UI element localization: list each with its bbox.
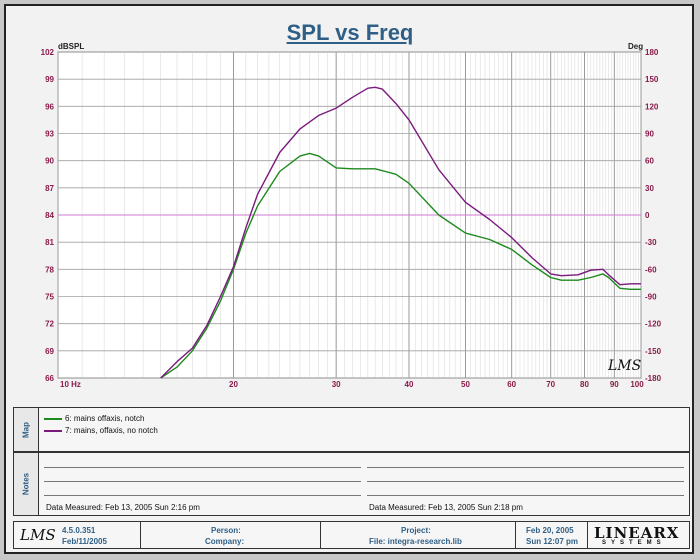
y-axis-right-label: Deg bbox=[628, 42, 643, 51]
linearx-logo: LINEARX bbox=[594, 524, 680, 542]
project-label: Project: bbox=[401, 526, 431, 535]
y-tick-label-right: -120 bbox=[645, 320, 662, 329]
footer-brand-cell: LINEARX SYSTEMS bbox=[588, 522, 689, 548]
x-tick-label: 60 bbox=[507, 380, 516, 389]
y-tick-label-left: 75 bbox=[45, 293, 54, 302]
note-line bbox=[44, 481, 361, 482]
footer-bar: LMS 4.5.0.351 Feb/11/2005 Person: Compan… bbox=[13, 521, 690, 549]
y-tick-label-right: 180 bbox=[645, 48, 659, 57]
version-date: Feb/11/2005 bbox=[62, 537, 107, 546]
map-panel: Map 6: mains offaxis, notch 7: mains, of… bbox=[13, 407, 690, 452]
legend-item-1: 6: mains offaxis, notch bbox=[44, 414, 144, 423]
legend-swatch-2 bbox=[44, 429, 62, 432]
footer-project-cell: Project: File: integra-research.lib bbox=[321, 522, 516, 548]
y-tick-label-left: 66 bbox=[45, 374, 54, 383]
series-line-2 bbox=[160, 86, 641, 379]
y-tick-label-left: 93 bbox=[45, 130, 54, 139]
note-line bbox=[44, 467, 361, 468]
notes-tab: Notes bbox=[14, 453, 39, 515]
series-line-1 bbox=[160, 152, 641, 379]
note-line bbox=[367, 495, 684, 496]
y-tick-label-right: -180 bbox=[645, 374, 662, 383]
y-tick-label-right: -90 bbox=[645, 293, 657, 302]
footer-version-cell: LMS 4.5.0.351 Feb/11/2005 bbox=[14, 522, 141, 548]
footer-date-cell: Feb 20, 2005 Sun 12:07 pm bbox=[516, 522, 588, 548]
notes-panel: Notes Data Measured: Feb 13, 2005 Sun 2:… bbox=[13, 452, 690, 516]
chart-title: SPL vs Freq bbox=[286, 20, 414, 45]
note-line bbox=[367, 481, 684, 482]
lms-annotation: LMS bbox=[607, 358, 641, 374]
y-tick-label-right: 90 bbox=[645, 130, 654, 139]
y-tick-label-left: 72 bbox=[45, 320, 54, 329]
person-label: Person: bbox=[211, 526, 241, 535]
y-tick-label-left: 87 bbox=[45, 184, 54, 193]
legend-label-2: 7: mains, offaxis, no notch bbox=[65, 426, 158, 435]
footer-date: Feb 20, 2005 bbox=[526, 526, 574, 535]
map-tab-label: Map bbox=[21, 421, 31, 438]
chart-svg: 10 Hz 20 30 40 50 60 70 80 90 100 102 99 96 93 90 87 84 8… bbox=[41, 42, 662, 389]
footer-person-cell: Person: Company: bbox=[141, 522, 321, 548]
version-number: 4.5.0.351 bbox=[62, 526, 96, 535]
y-axis-left-label: dBSPL bbox=[58, 42, 84, 51]
x-tick-label: 20 bbox=[229, 380, 238, 389]
x-tick-label: 100 bbox=[630, 380, 644, 389]
file-label: File: integra-research.lib bbox=[369, 537, 462, 546]
y-tick-label-right: 120 bbox=[645, 102, 659, 111]
data-measured-right: Data Measured: Feb 13, 2005 Sun 2:18 pm bbox=[369, 503, 523, 512]
y-tick-label-left: 69 bbox=[45, 347, 54, 356]
y-tick-label-left: 78 bbox=[45, 265, 54, 274]
y-tick-label-right: 30 bbox=[645, 184, 654, 193]
y-tick-label-left: 102 bbox=[41, 48, 55, 57]
y-tick-label-right: 60 bbox=[645, 157, 654, 166]
data-measured-left: Data Measured: Feb 13, 2005 Sun 2:16 pm bbox=[46, 503, 200, 512]
x-tick-label: 90 bbox=[610, 380, 619, 389]
y-tick-label-right: -150 bbox=[645, 347, 662, 356]
y-tick-label-left: 99 bbox=[45, 75, 54, 84]
x-tick-label: 50 bbox=[461, 380, 470, 389]
y-tick-label-left: 81 bbox=[45, 238, 54, 247]
footer-time: Sun 12:07 pm bbox=[526, 537, 579, 546]
legend-label-1: 6: mains offaxis, notch bbox=[65, 414, 145, 423]
x-tick-label: 80 bbox=[580, 380, 589, 389]
x-tick-label: 70 bbox=[546, 380, 555, 389]
y-tick-label-right: 150 bbox=[645, 75, 659, 84]
map-tab: Map bbox=[14, 408, 39, 451]
legend-swatch-1 bbox=[44, 417, 62, 420]
y-tick-label-left: 84 bbox=[45, 211, 54, 220]
x-tick-label: 10 Hz bbox=[60, 380, 81, 389]
linearx-systems: SYSTEMS bbox=[602, 540, 666, 546]
legend-item-2: 7: mains, offaxis, no notch bbox=[44, 426, 158, 435]
lms-logo: LMS bbox=[20, 526, 56, 544]
note-line bbox=[367, 467, 684, 468]
y-tick-label-left: 90 bbox=[45, 157, 54, 166]
y-tick-label-right: -30 bbox=[645, 238, 657, 247]
x-tick-label: 30 bbox=[332, 380, 341, 389]
x-tick-label: 40 bbox=[405, 380, 414, 389]
y-tick-label-right: -60 bbox=[645, 265, 657, 274]
notes-tab-label: Notes bbox=[21, 472, 31, 496]
y-tick-label-left: 96 bbox=[45, 102, 54, 111]
note-line bbox=[44, 495, 361, 496]
company-label: Company: bbox=[205, 537, 245, 546]
y-tick-label-right: 0 bbox=[645, 211, 650, 220]
